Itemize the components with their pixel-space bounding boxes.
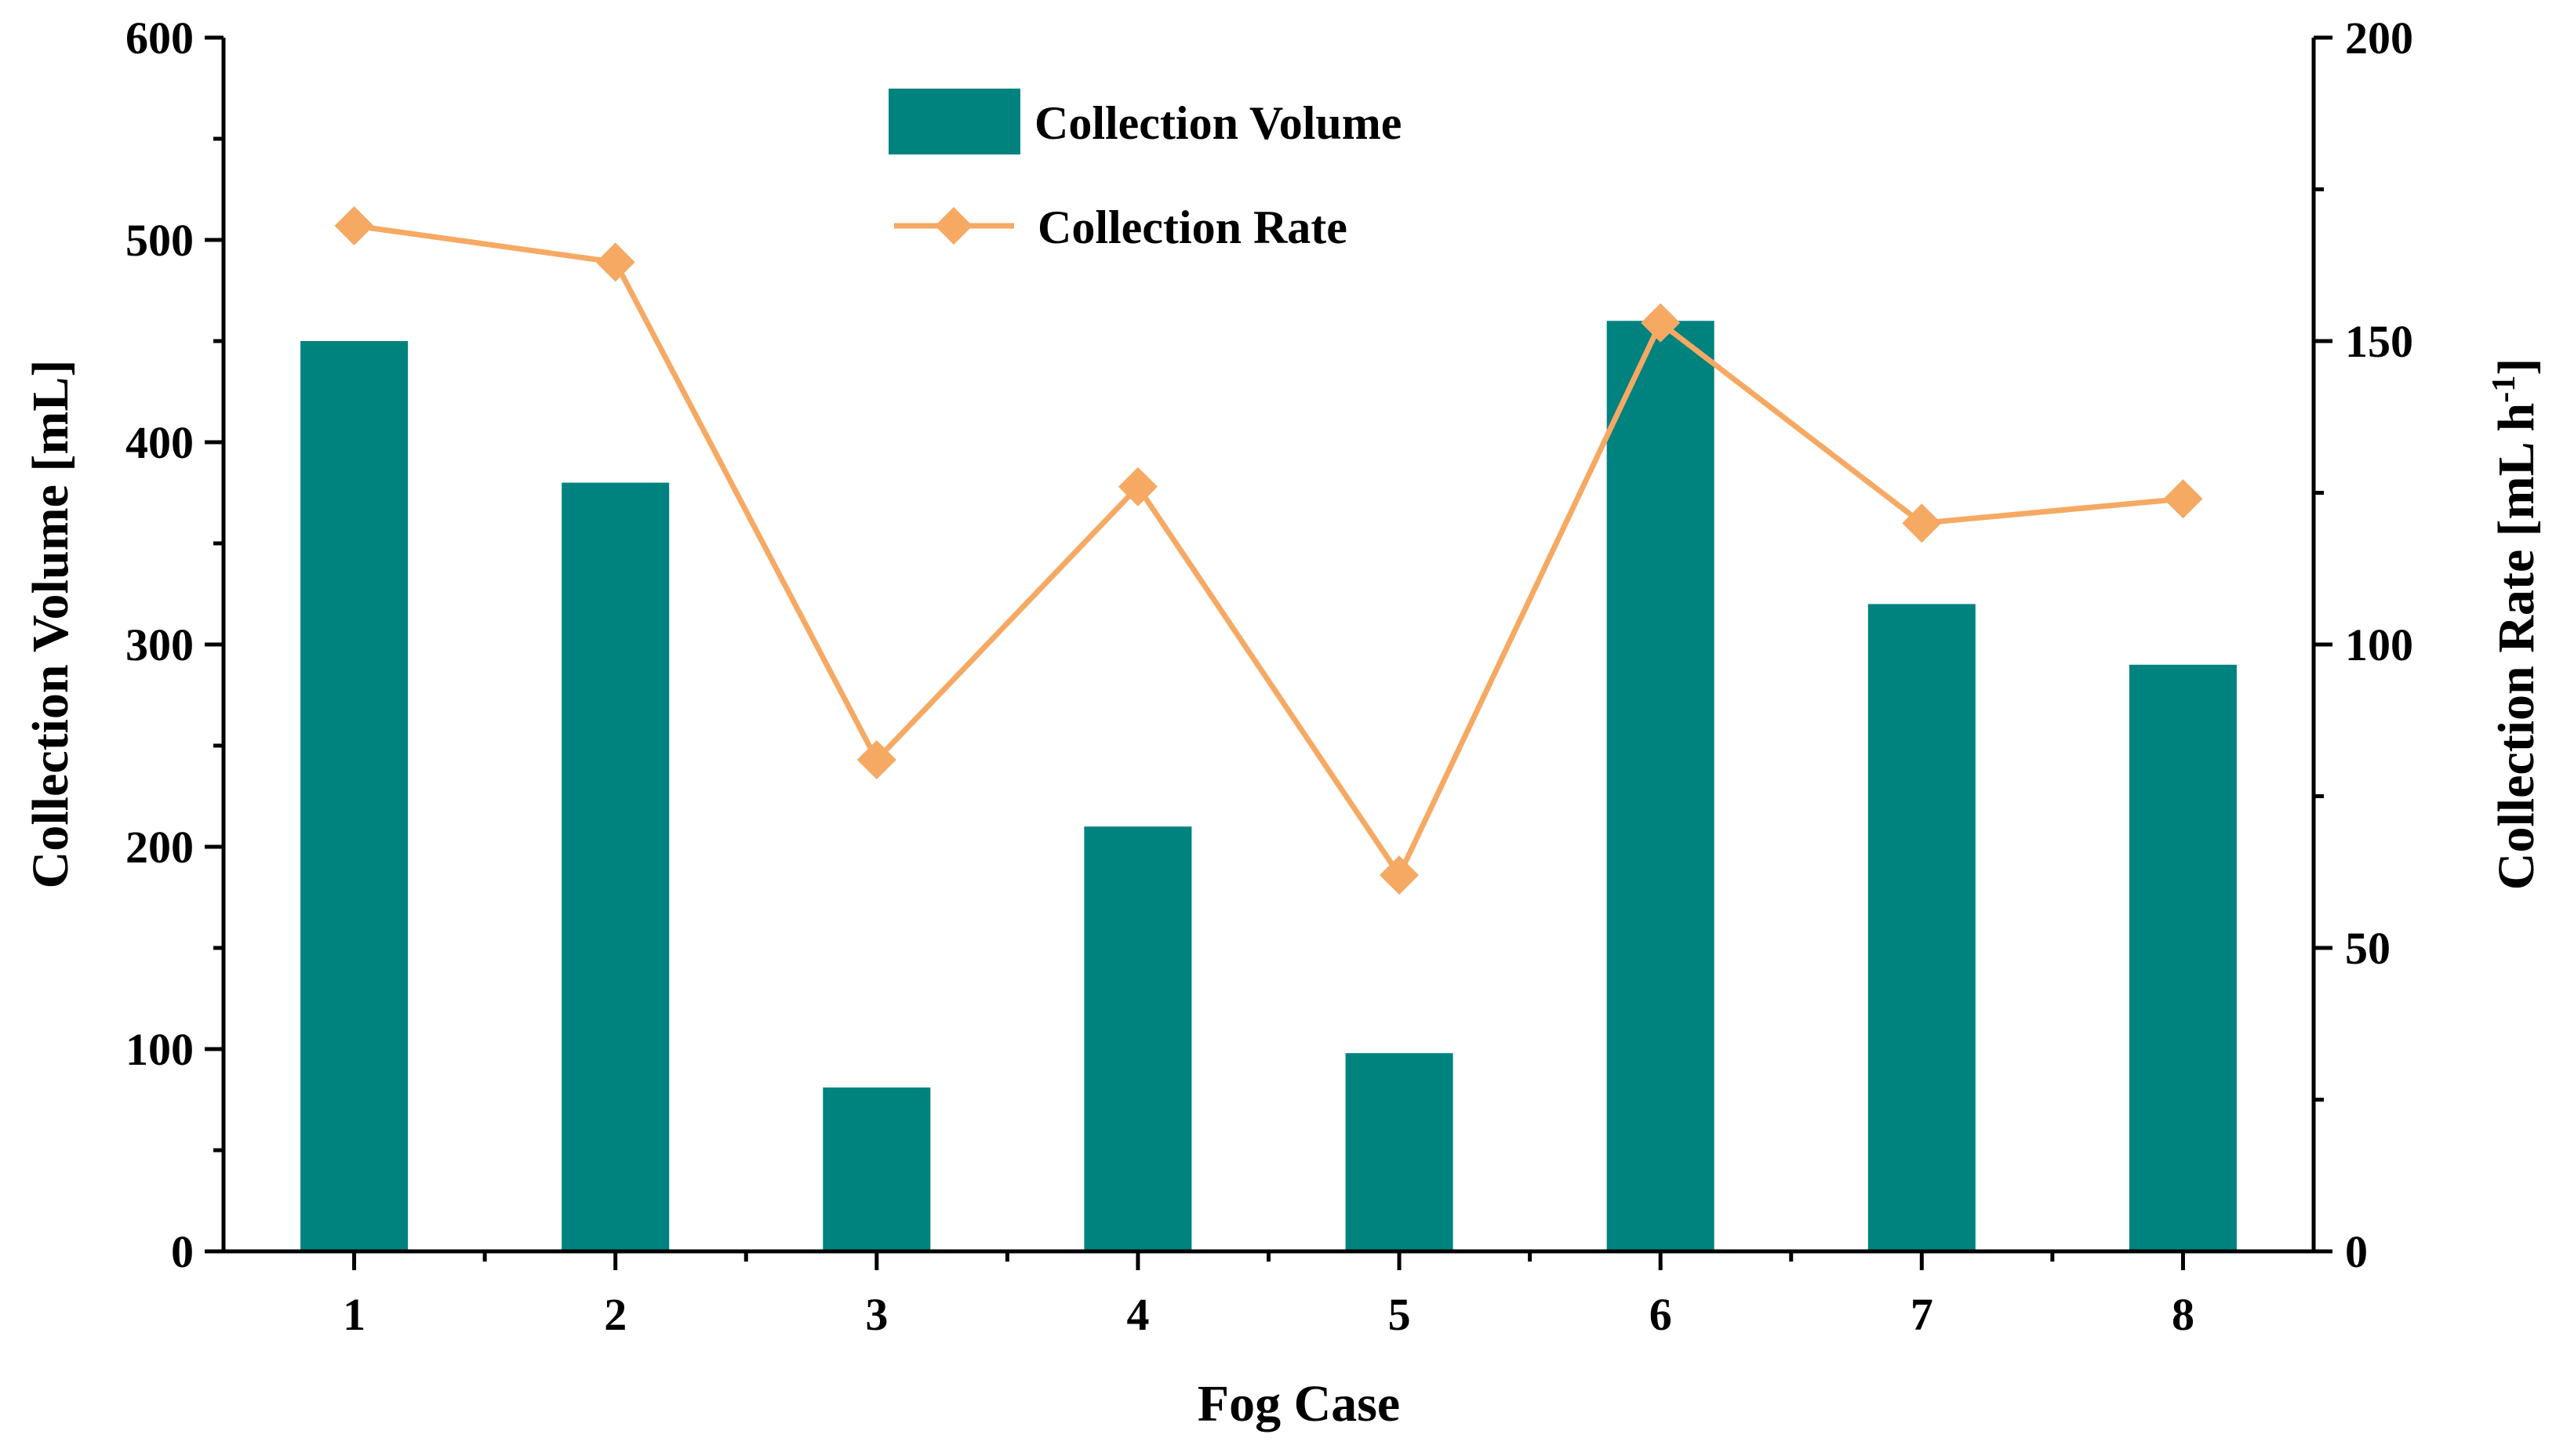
bar-case-6	[1606, 321, 1714, 1252]
rate-marker-case-3	[856, 740, 896, 780]
x-tick-label-4: 4	[1126, 1289, 1149, 1340]
x-tick-label-1: 1	[343, 1289, 365, 1340]
collection-rate-line	[354, 223, 2183, 878]
y2-tick-label-200: 200	[2345, 13, 2413, 64]
y-tick-label-0: 0	[171, 1226, 194, 1277]
x-axis-title: Fog Case	[1198, 1375, 1400, 1432]
bar-case-8	[2129, 664, 2237, 1251]
y2-axis-title-superscript: -1	[2486, 376, 2522, 403]
y2-tick-label-0: 0	[2345, 1226, 2368, 1277]
y-tick-label-200: 200	[125, 822, 194, 873]
legend-marker-collection-rate	[935, 207, 973, 245]
legend-swatch-collection-volume	[889, 89, 1020, 154]
x-tick-label-5: 5	[1388, 1289, 1411, 1340]
bar-case-4	[1084, 826, 1192, 1251]
y-tick-label-300: 300	[125, 619, 194, 670]
line-layer	[334, 205, 2203, 895]
y2-tick-label-150: 150	[2345, 316, 2413, 367]
bar-case-5	[1345, 1053, 1453, 1251]
y-tick-label-400: 400	[125, 417, 194, 468]
bar-case-1	[300, 341, 409, 1251]
y-tick-label-100: 100	[125, 1024, 194, 1075]
rate-marker-case-6	[1641, 303, 1681, 343]
y2-tick-label-100: 100	[2345, 619, 2413, 670]
y2-axis-title-close: ]	[2488, 358, 2545, 376]
y2-axis-title: Collection Rate [mL h-1]	[2486, 358, 2545, 890]
y-tick-label-600: 600	[125, 13, 194, 64]
rate-marker-case-4	[1118, 467, 1158, 507]
y-axis-title: Collection Volume [mL]	[22, 360, 79, 889]
y-tick-label-500: 500	[125, 215, 194, 266]
y2-tick-label-50: 50	[2345, 923, 2391, 974]
bar-case-2	[562, 482, 670, 1251]
bars-layer	[300, 321, 2237, 1252]
x-tick-label-6: 6	[1649, 1289, 1672, 1340]
x-tick-label-7: 7	[1911, 1289, 1933, 1340]
x-tick-label-8: 8	[2172, 1289, 2194, 1340]
legend-label-collection-volume: Collection Volume	[1034, 97, 1402, 149]
x-tick-label-3: 3	[865, 1289, 888, 1340]
x-tick-label-2: 2	[604, 1289, 627, 1340]
rate-marker-case-1	[334, 205, 374, 245]
ticks-layer: 0 100 200 300 400 500 600 0 50 100 150 200 1 2 3 4 5 6 7 8	[125, 13, 2413, 1340]
rate-marker-case-8	[2163, 479, 2203, 519]
rate-marker-case-7	[1902, 503, 1942, 543]
bar-case-7	[1867, 604, 1976, 1251]
bar-case-3	[823, 1087, 931, 1251]
rate-marker-case-5	[1380, 855, 1420, 895]
y2-axis-title-main: Collection Rate [mL h	[2488, 403, 2545, 890]
rate-marker-case-2	[595, 242, 635, 282]
legend: Collection Volume Collection Rate	[889, 89, 1402, 253]
legend-label-collection-rate: Collection Rate	[1038, 202, 1347, 253]
